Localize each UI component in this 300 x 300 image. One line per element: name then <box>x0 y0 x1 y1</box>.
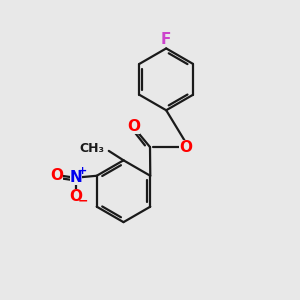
Text: O: O <box>179 140 192 154</box>
Text: O: O <box>50 168 64 183</box>
Text: +: + <box>78 166 87 176</box>
Text: −: − <box>77 194 88 207</box>
Text: N: N <box>70 170 83 185</box>
Text: CH₃: CH₃ <box>80 142 104 155</box>
Text: F: F <box>161 32 171 47</box>
Text: O: O <box>127 119 140 134</box>
Text: O: O <box>70 189 83 204</box>
